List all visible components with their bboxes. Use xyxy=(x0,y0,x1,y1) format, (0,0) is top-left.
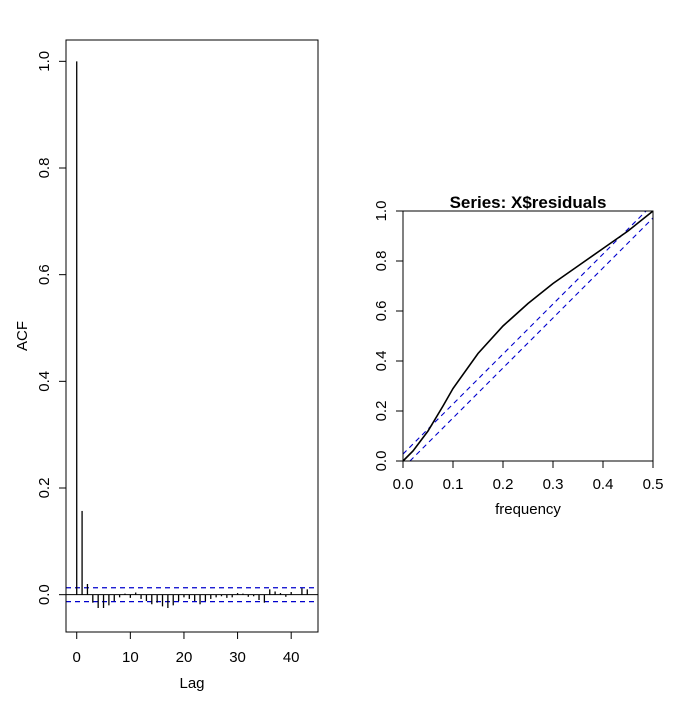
acf-plot: 0 10 20 30 40 0.0 0.2 0.4 0.6 0.8 1.0 Lag ACF xyxy=(14,39,319,692)
acf-x-tick-label: 30 xyxy=(229,649,246,666)
cpgram-x-axis: 0.0 0.1 0.2 0.3 0.4 0.5 xyxy=(393,461,664,493)
cpgram-y-tick-label: 0.2 xyxy=(373,401,390,422)
cpgram-lower-bound xyxy=(409,217,654,462)
cpgram-y-tick-label: 0.4 xyxy=(373,351,390,372)
cpgram-y-axis: 0.0 0.2 0.4 0.6 0.8 1.0 xyxy=(373,201,403,472)
cpgram-x-tick-label: 0.5 xyxy=(643,476,664,493)
cpgram-y-tick-label: 1.0 xyxy=(373,201,390,222)
acf-x-tick-label: 40 xyxy=(283,649,300,666)
acf-y-tick-label: 1.0 xyxy=(36,51,53,72)
acf-x-tick-label: 10 xyxy=(122,649,139,666)
cpgram-series-line xyxy=(402,210,654,462)
acf-x-axis-title: Lag xyxy=(179,675,204,692)
acf-y-tick-label: 0.6 xyxy=(36,264,53,285)
cpgram-y-tick-label: 0.8 xyxy=(373,251,390,272)
cpgram-x-axis-title: frequency xyxy=(495,501,561,518)
acf-y-tick-label: 0.4 xyxy=(36,371,53,392)
cpgram-x-tick-label: 0.0 xyxy=(393,476,414,493)
cpgram-plot-frame xyxy=(402,210,654,462)
acf-y-axis-title: ACF xyxy=(14,321,31,351)
acf-plot-frame xyxy=(65,39,319,633)
acf-y-axis: 0.0 0.2 0.4 0.6 0.8 1.0 xyxy=(36,51,66,605)
acf-y-tick-label: 0.2 xyxy=(36,478,53,499)
cpgram-x-tick-label: 0.3 xyxy=(543,476,564,493)
acf-y-tick-label: 0.0 xyxy=(36,584,53,605)
acf-y-tick-label: 0.8 xyxy=(36,158,53,179)
cpgram-title: Series: X$residuals xyxy=(450,193,607,212)
cpgram-upper-bound xyxy=(402,210,647,455)
acf-x-tick-label: 20 xyxy=(176,649,193,666)
cpgram-x-tick-label: 0.1 xyxy=(443,476,464,493)
cpgram-x-tick-label: 0.2 xyxy=(493,476,514,493)
cpgram-x-tick-label: 0.4 xyxy=(593,476,614,493)
acf-x-axis: 0 10 20 30 40 xyxy=(73,632,300,666)
cumulative-periodogram-plot: Series: X$residuals 0.0 0.1 0.2 0.3 0.4 0.5 0… xyxy=(373,193,663,518)
cpgram-y-tick-label: 0.6 xyxy=(373,301,390,322)
acf-x-tick-label: 0 xyxy=(73,649,81,666)
cpgram-y-tick-label: 0.0 xyxy=(373,451,390,472)
